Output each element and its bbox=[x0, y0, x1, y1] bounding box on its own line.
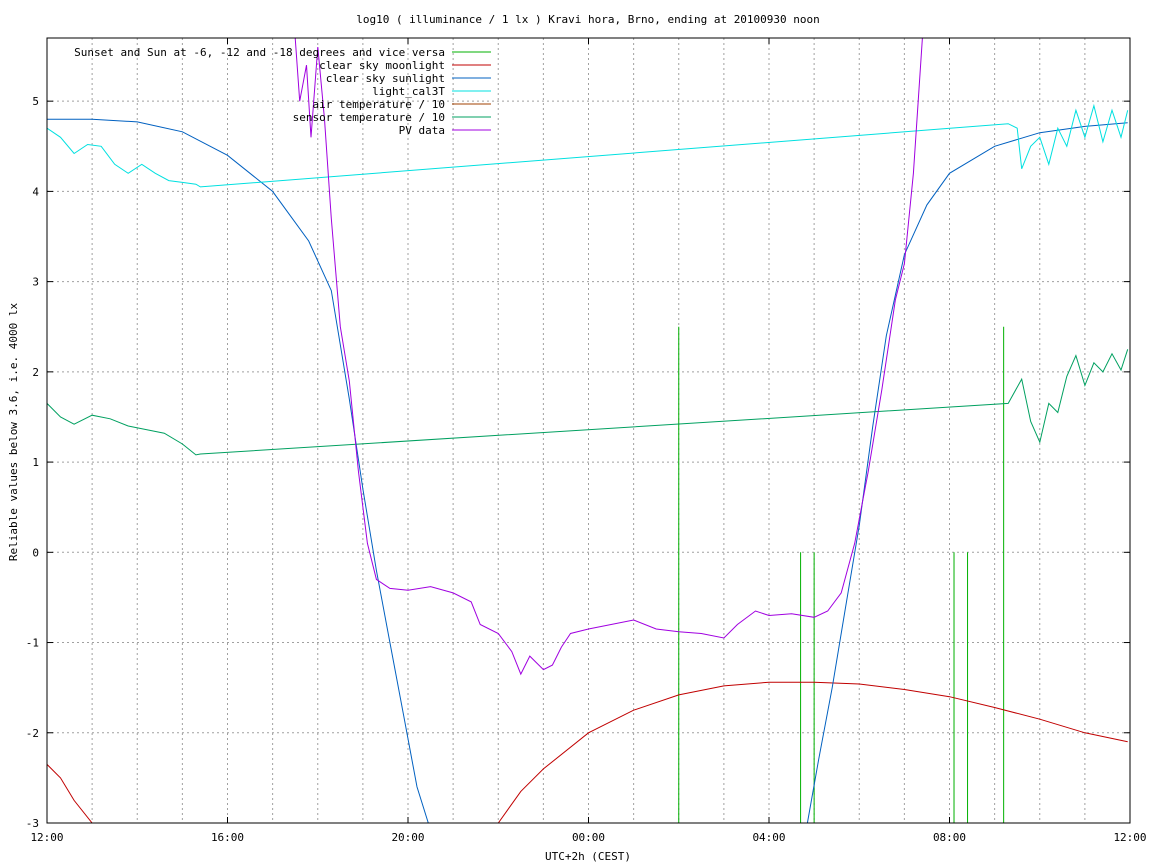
x-axis-label: UTC+2h (CEST) bbox=[545, 850, 631, 863]
legend-label: light_cal3T bbox=[372, 85, 445, 98]
y-tick-label: -3 bbox=[26, 817, 39, 830]
x-tick-label: 04:00 bbox=[752, 831, 785, 844]
y-tick-label: -2 bbox=[26, 727, 39, 740]
chart-title: log10 ( illuminance / 1 lx ) Kravi hora,… bbox=[356, 13, 820, 26]
legend-label: clear sky moonlight bbox=[319, 59, 445, 72]
y-axis-label: Reliable values below 3.6, i.e. 4000 lx bbox=[7, 302, 20, 561]
series-line bbox=[294, 38, 923, 676]
y-tick-label: -1 bbox=[26, 637, 39, 650]
plot-frame bbox=[46, 37, 1131, 824]
y-tick-label: 5 bbox=[32, 95, 39, 108]
series-line bbox=[47, 681, 1128, 823]
series-line bbox=[47, 118, 1128, 823]
series-line bbox=[47, 103, 1129, 188]
x-tick-label: 00:00 bbox=[572, 831, 605, 844]
legend-label: sensor temperature / 10 bbox=[293, 111, 445, 124]
x-tick-label: 16:00 bbox=[211, 831, 244, 844]
axis-ticks: -3 -2 -1 0 1 2 3 4 5 12:00 16:00 20:00 00:00 04:00 08:… bbox=[26, 38, 1147, 844]
legend-label: clear sky sunlight bbox=[326, 72, 445, 85]
x-tick-label: 12:00 bbox=[1113, 831, 1146, 844]
y-tick-label: 2 bbox=[32, 366, 39, 379]
legend: Sunset and Sun at -6, -12 and -18 degree… bbox=[74, 46, 491, 137]
y-tick-label: 0 bbox=[32, 546, 39, 559]
x-tick-label: 08:00 bbox=[933, 831, 966, 844]
legend-label: PV data bbox=[399, 124, 445, 137]
plot-area bbox=[47, 38, 1129, 823]
legend-label: air temperature / 10 bbox=[313, 98, 445, 111]
y-tick-label: 4 bbox=[32, 185, 39, 198]
legend-label: Sunset and Sun at -6, -12 and -18 degree… bbox=[74, 46, 445, 59]
x-tick-label: 20:00 bbox=[391, 831, 424, 844]
y-tick-label: 1 bbox=[32, 456, 39, 469]
grid bbox=[47, 38, 1130, 823]
series-line bbox=[47, 349, 1129, 456]
y-tick-label: 3 bbox=[32, 276, 39, 289]
x-tick-label: 12:00 bbox=[30, 831, 63, 844]
